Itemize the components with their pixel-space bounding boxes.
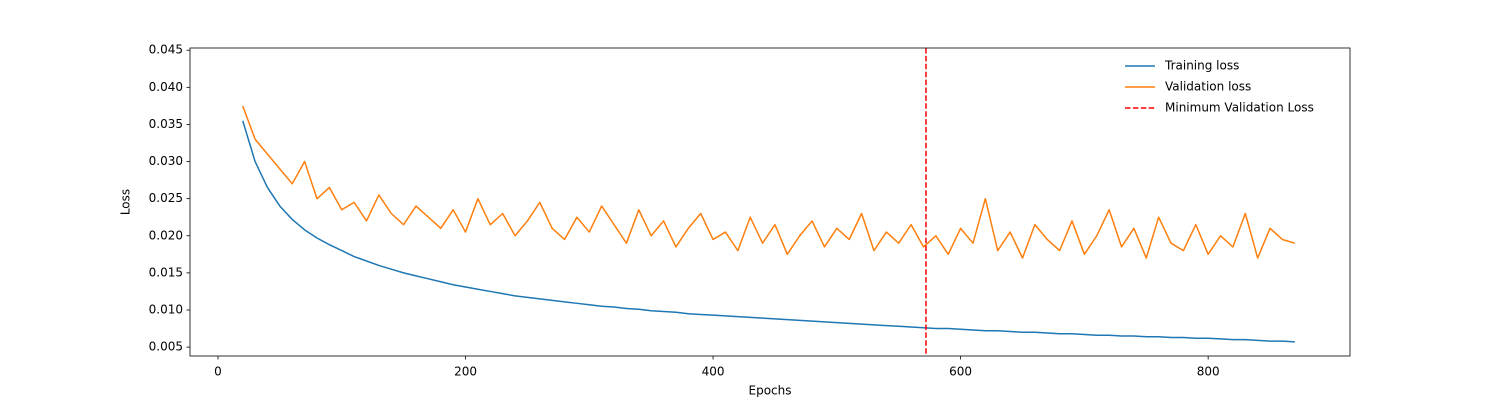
series-line <box>242 120 1295 343</box>
y-axis-label: Loss <box>119 189 133 215</box>
y-tick-label: 0.025 <box>149 191 183 205</box>
axes-frame <box>189 47 1351 357</box>
x-tick-label: 400 <box>702 365 725 379</box>
legend-label: Minimum Validation Loss <box>1165 101 1314 115</box>
y-tick-label: 0.035 <box>149 117 183 131</box>
x-tick-label: 0 <box>214 365 222 379</box>
y-tick-label: 0.045 <box>149 43 183 57</box>
legend-label: Training loss <box>1164 59 1239 73</box>
legend-label: Validation loss <box>1165 80 1251 94</box>
y-tick-label: 0.015 <box>149 265 183 279</box>
y-tick-label: 0.030 <box>149 154 183 168</box>
x-tick-label: 800 <box>1197 365 1220 379</box>
series-line <box>242 105 1296 259</box>
y-tick-label: 0.040 <box>149 80 183 94</box>
x-tick-label: 600 <box>949 365 972 379</box>
y-tick-label: 0.020 <box>149 228 183 242</box>
x-axis-label: Epochs <box>749 384 792 398</box>
y-tick-label: 0.010 <box>149 302 183 316</box>
x-tick-label: 200 <box>454 365 477 379</box>
y-tick-label: 0.005 <box>149 340 183 354</box>
